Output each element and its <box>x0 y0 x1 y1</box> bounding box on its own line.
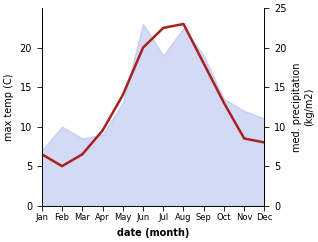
Y-axis label: med. precipitation
(kg/m2): med. precipitation (kg/m2) <box>292 62 314 152</box>
Y-axis label: max temp (C): max temp (C) <box>4 73 14 141</box>
X-axis label: date (month): date (month) <box>117 228 189 238</box>
